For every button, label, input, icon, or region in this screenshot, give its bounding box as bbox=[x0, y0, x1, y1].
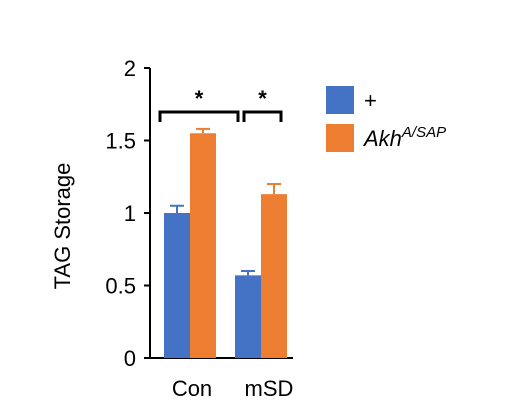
bars bbox=[164, 133, 287, 358]
legend-swatch bbox=[326, 124, 354, 152]
y-tick-label: 2 bbox=[124, 56, 136, 81]
y-tick-label: 0.5 bbox=[105, 274, 136, 299]
x-category-label: mSD bbox=[245, 376, 294, 401]
legend-label-base: Akh bbox=[362, 126, 402, 151]
legend-label: AkhA/SAP bbox=[362, 124, 446, 151]
significance-star: * bbox=[195, 86, 204, 111]
significance-brackets: * * bbox=[158, 86, 283, 122]
legend-label: + bbox=[364, 88, 377, 113]
y-tick-label: 1 bbox=[124, 201, 136, 226]
y-axis-label: TAG Storage bbox=[50, 163, 75, 290]
bar-msd-series-1 bbox=[235, 275, 261, 358]
error-bars bbox=[170, 127, 281, 276]
x-axis-categories: Con mSD bbox=[172, 376, 294, 401]
legend-label-superscript: A/SAP bbox=[401, 124, 446, 141]
significance-bracket bbox=[242, 110, 283, 122]
y-axis-ticks: 0 0.5 1 1.5 2 bbox=[105, 56, 150, 371]
bar-con-series-1 bbox=[164, 213, 190, 358]
y-tick-label: 0 bbox=[124, 346, 136, 371]
legend-swatch bbox=[326, 86, 354, 114]
y-tick-label: 1.5 bbox=[105, 129, 136, 154]
x-category-label: Con bbox=[172, 376, 212, 401]
significance-bracket bbox=[158, 110, 240, 122]
bar-msd-series-2 bbox=[261, 194, 287, 358]
bar-con-series-2 bbox=[190, 133, 216, 358]
legend: + AkhA/SAP bbox=[326, 86, 446, 152]
significance-star: * bbox=[258, 86, 267, 111]
